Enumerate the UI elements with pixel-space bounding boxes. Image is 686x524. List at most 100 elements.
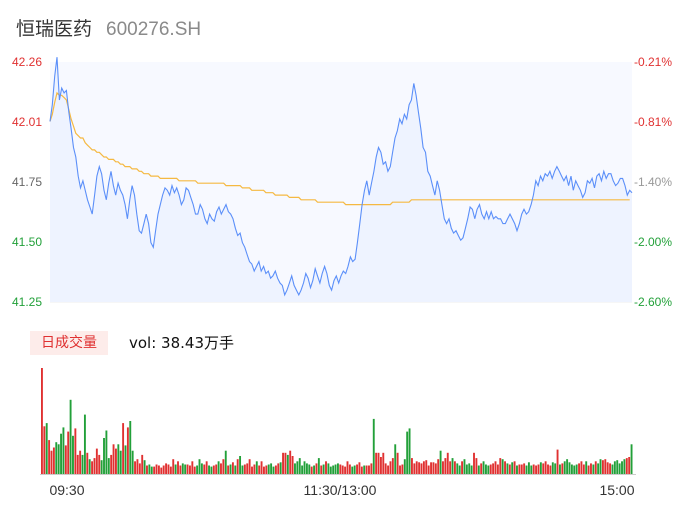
volume-bar — [451, 458, 454, 474]
volume-bar — [64, 445, 67, 474]
volume-bar — [177, 461, 179, 474]
volume-bar — [520, 464, 523, 474]
volume-bar — [422, 461, 425, 474]
volume-bar — [420, 463, 423, 474]
volume-bar — [594, 461, 597, 474]
volume-bar — [568, 462, 571, 474]
x-tick: 09:30 — [49, 482, 84, 498]
volume-bar — [473, 452, 475, 474]
volume-bar — [243, 464, 246, 474]
volume-bar — [418, 462, 421, 474]
volume-bar — [368, 465, 370, 474]
volume-bar — [625, 458, 628, 474]
volume-bar — [411, 458, 413, 474]
volume-bar — [317, 458, 320, 474]
volume-bar — [196, 465, 199, 474]
volume-bar — [604, 459, 607, 474]
volume-bar — [298, 458, 301, 474]
volume-bar — [470, 465, 473, 474]
volume-bar — [523, 463, 526, 474]
volume-bar — [623, 459, 626, 474]
stock-name: 恒瑞医药 — [16, 18, 93, 40]
volume-bar — [406, 431, 409, 474]
volume-bar — [337, 463, 339, 474]
volume-bar — [344, 466, 347, 474]
volume-bar — [169, 466, 172, 474]
volume-bar — [365, 465, 368, 474]
volume-bar — [578, 463, 580, 474]
volume-bar — [606, 462, 609, 474]
volume-bar — [372, 418, 375, 474]
volume-bar — [327, 463, 330, 474]
volume-bar — [50, 450, 53, 474]
volume-label: vol: 38.43万手 — [129, 334, 234, 352]
volume-bar — [513, 461, 516, 474]
volume-bar — [444, 458, 447, 474]
volume-bar — [559, 464, 561, 474]
y-tick-right: -2.60% — [634, 295, 672, 309]
volume-bar — [93, 458, 96, 474]
volume-bar — [408, 428, 411, 474]
volume-bar — [112, 444, 115, 474]
volume-bar — [91, 461, 94, 474]
volume-bar — [556, 449, 559, 474]
volume-bar — [382, 452, 385, 474]
volume-bar — [103, 438, 105, 474]
volume-bar — [258, 465, 261, 474]
volume-bar — [88, 459, 91, 474]
volume-bar — [122, 423, 125, 474]
volume-bar — [220, 463, 222, 474]
price-line — [49, 57, 633, 297]
volume-bar — [153, 466, 156, 474]
volume-bar — [518, 464, 521, 474]
volume-bar — [463, 459, 466, 474]
volume-bar — [320, 465, 323, 474]
volume-bar — [489, 464, 492, 474]
volume-bar — [181, 463, 184, 474]
volume-bar — [375, 452, 378, 474]
volume-bar — [146, 465, 148, 474]
volume-bar — [508, 464, 511, 474]
volume-bar — [119, 450, 122, 474]
volume-bar — [415, 461, 418, 474]
volume-bar — [616, 460, 619, 474]
x-tick: 11:30/13:00 — [304, 482, 377, 498]
volume-bar — [590, 463, 592, 474]
volume-bar — [129, 421, 132, 474]
volume-bar — [186, 464, 189, 474]
volume-bar — [141, 454, 144, 474]
volume-bar — [439, 450, 442, 474]
volume-bar — [609, 463, 612, 474]
volume-bar — [482, 461, 485, 474]
volume-bar — [277, 463, 280, 474]
volume-bar — [563, 461, 566, 474]
y-tick-left: 42.01 — [12, 115, 42, 129]
volume-bar — [179, 465, 182, 474]
volume-bar — [272, 466, 275, 474]
volume-bar — [537, 464, 540, 474]
volume-bar — [401, 464, 404, 474]
volume-bar — [267, 464, 270, 474]
volume-bar — [580, 461, 583, 474]
volume-bar — [301, 465, 304, 474]
y-tick-right: -1.40% — [634, 175, 672, 189]
volume-bar — [215, 464, 218, 474]
volume-bar — [446, 452, 449, 474]
volume-bar — [585, 461, 588, 474]
volume-bar — [57, 444, 60, 474]
volume-bar — [95, 448, 98, 474]
volume-bar — [315, 463, 318, 474]
volume-bar — [475, 458, 478, 474]
volume-bar — [198, 459, 201, 474]
volume-bar — [458, 465, 461, 474]
volume-bar — [628, 457, 631, 474]
volume-bar — [241, 465, 244, 474]
volume-bar — [477, 465, 480, 474]
volume-bar — [305, 463, 308, 474]
volume-bar — [43, 426, 46, 474]
volume-bar — [229, 464, 232, 474]
volume-bar — [573, 465, 576, 474]
volume-bar — [535, 465, 538, 474]
volume-bar — [396, 452, 399, 474]
volume-bar — [98, 454, 101, 474]
